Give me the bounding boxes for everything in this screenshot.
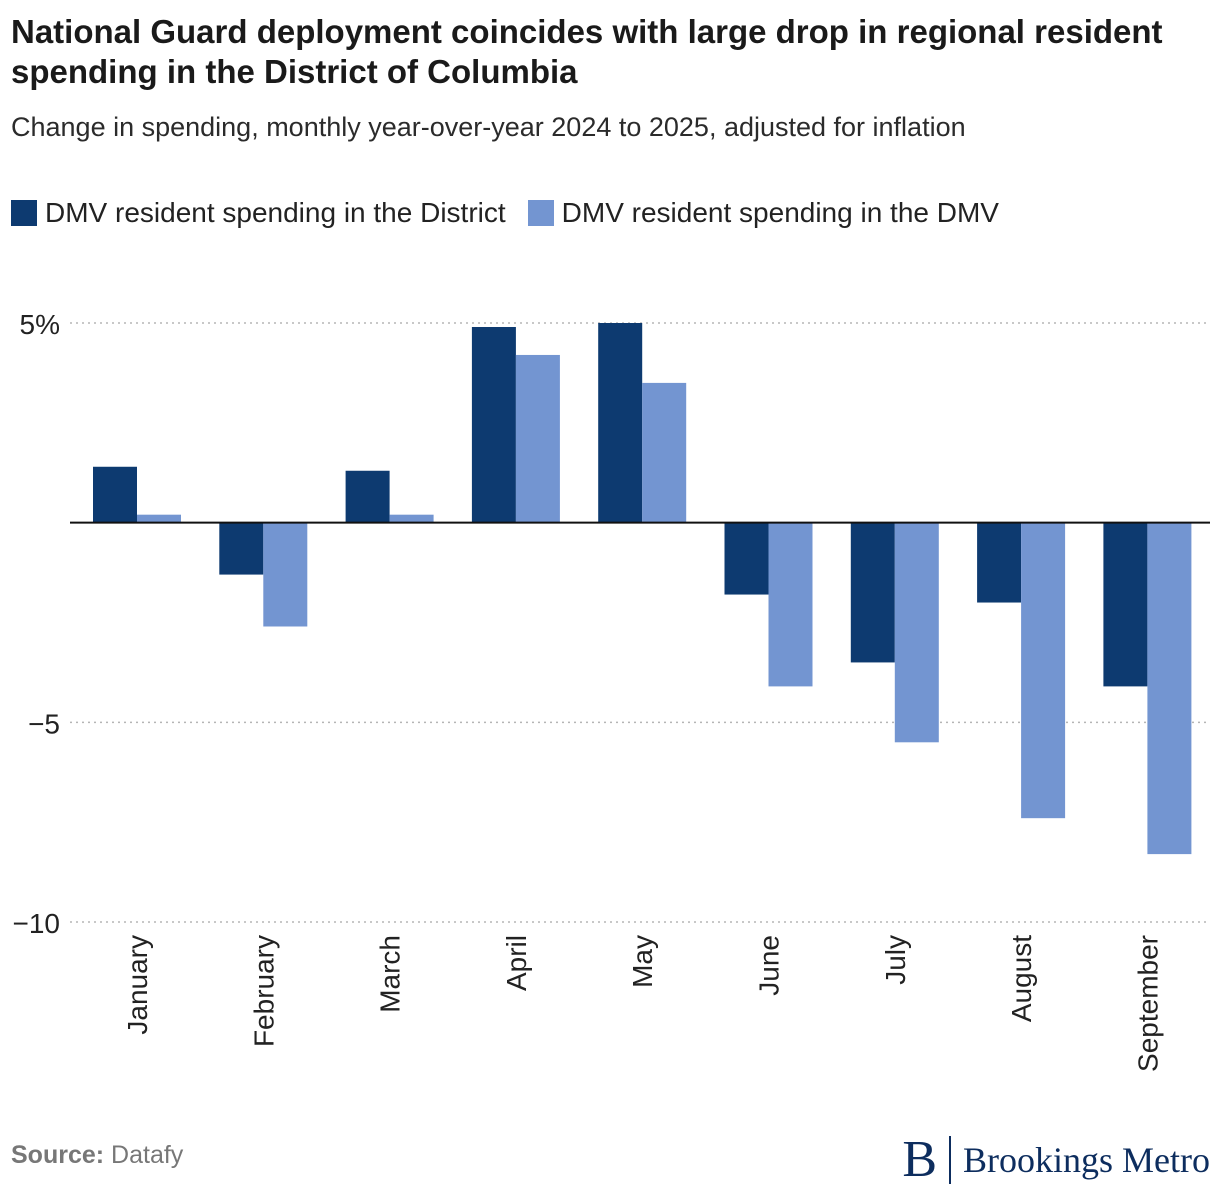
bar (93, 466, 137, 523)
x-tick-label: August (1006, 935, 1037, 1022)
y-tick-label: 5% (20, 309, 60, 340)
bar (598, 323, 643, 523)
legend: DMV resident spending in the District DM… (11, 196, 1021, 230)
legend-item-district: DMV resident spending in the District (11, 197, 506, 229)
legend-swatch-dmv (527, 200, 554, 226)
bar (389, 514, 434, 523)
bar (850, 522, 895, 663)
brookings-metro-logo: B Brookings Metro (902, 1130, 1210, 1190)
logo-divider (949, 1136, 951, 1184)
bar (894, 522, 939, 743)
x-tick-label: July (880, 935, 911, 985)
bar (1147, 522, 1192, 855)
bar (471, 326, 516, 523)
bar (1021, 522, 1066, 819)
source-label: Source: (11, 1141, 105, 1169)
legend-swatch-district (11, 200, 37, 226)
bar (768, 522, 813, 687)
bar (263, 522, 308, 627)
chart-title: National Guard deployment coincides with… (11, 13, 1163, 90)
bar-chart: 5% −5 −10 January February March April May June J… (13, 309, 1210, 1072)
bar (724, 522, 769, 595)
x-tick-label: June (754, 935, 785, 996)
bar (345, 470, 390, 523)
bar (137, 514, 181, 523)
x-tick-label: February (248, 935, 279, 1047)
x-tick-label: March (375, 935, 406, 1013)
source-text: Datafy (111, 1141, 184, 1169)
logo-mark: B (902, 1131, 937, 1188)
x-tick-label: April (501, 935, 532, 991)
bar (642, 382, 687, 523)
y-tick-label: −10 (13, 908, 61, 939)
chart-subtitle: Change in spending, monthly year-over-ye… (11, 112, 966, 142)
legend-label-district: DMV resident spending in the District (45, 197, 506, 228)
x-tick-label: September (1132, 935, 1163, 1072)
logo-text: Brookings Metro (963, 1140, 1210, 1180)
legend-label-dmv: DMV resident spending in the DMV (561, 197, 999, 228)
bar (219, 522, 264, 575)
legend-item-dmv: DMV resident spending in the DMV (527, 197, 999, 229)
bar (1103, 522, 1148, 687)
x-tick-label: January (122, 935, 153, 1035)
source-note: Source: Datafy (11, 1141, 183, 1170)
y-tick-label: −5 (28, 708, 60, 739)
bar (515, 354, 560, 523)
x-tick-label: May (627, 935, 658, 988)
bar (977, 522, 1022, 603)
